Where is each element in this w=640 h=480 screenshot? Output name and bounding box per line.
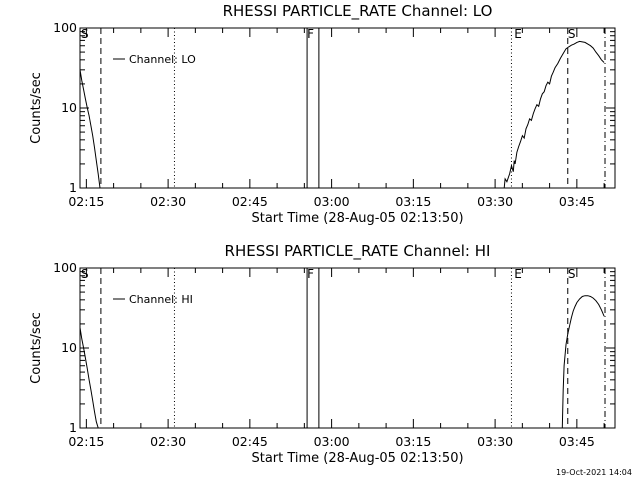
x-axis-label: Start Time (28-Aug-05 02:13:50): [251, 211, 463, 226]
plot-frame: [79, 267, 616, 429]
x-tick-label: 03:00: [314, 434, 350, 449]
x-tick-label: 03:30: [477, 194, 513, 209]
x-tick-label: 03:15: [395, 194, 431, 209]
x-axis-label: Start Time (28-Aug-05 02:13:50): [251, 451, 463, 466]
y-axis-label: Counts/sec: [29, 72, 44, 144]
legend-label: Channel: LO: [129, 53, 196, 66]
x-tick-label: 03:15: [395, 434, 431, 449]
x-tick-label: 03:45: [559, 434, 595, 449]
chart-title: RHESSI PARTICLE_RATE Channel: LO: [223, 2, 493, 21]
event-marker-label: E: [514, 27, 522, 41]
series-line: [561, 295, 605, 429]
x-tick-label: 03:45: [559, 194, 595, 209]
x-tick-label: 02:45: [232, 194, 268, 209]
y-tick-label: 100: [53, 260, 77, 275]
chart-title: RHESSI PARTICLE_RATE Channel: HI: [225, 242, 491, 261]
series-line: [503, 40, 605, 189]
y-axis-label: Counts/sec: [29, 312, 44, 384]
event-marker-label: F: [307, 27, 314, 41]
y-tick-label: 10: [61, 100, 77, 115]
legend-label: Channel: HI: [129, 293, 193, 306]
x-tick-label: 02:15: [68, 434, 104, 449]
x-tick-label: 02:15: [68, 194, 104, 209]
y-tick-label: 1: [69, 420, 77, 435]
chart-channel-lo: RHESSI PARTICLE_RATE Channel: LO Start T…: [29, 2, 616, 226]
event-marker-label: S: [568, 27, 576, 41]
y-tick-label: 100: [53, 20, 77, 35]
event-marker-label: S: [81, 27, 89, 41]
event-marker-label: S: [568, 267, 576, 281]
y-tick-label: 10: [61, 340, 77, 355]
series-line: [79, 69, 101, 189]
x-tick-label: 02:45: [232, 434, 268, 449]
event-marker-label: F: [307, 267, 314, 281]
y-tick-label: 1: [69, 180, 77, 195]
plot-frame: [79, 27, 616, 189]
event-marker-label: S: [81, 267, 89, 281]
event-marker-label: E: [514, 267, 522, 281]
x-tick-label: 02:30: [150, 434, 186, 449]
chart-channel-hi: RHESSI PARTICLE_RATE Channel: HI Start T…: [29, 242, 616, 466]
x-tick-label: 03:30: [477, 434, 513, 449]
footer-timestamp: 19-Oct-2021 14:04: [556, 468, 632, 477]
x-tick-label: 03:00: [314, 194, 350, 209]
x-tick-label: 02:30: [150, 194, 186, 209]
series-line: [79, 327, 99, 429]
